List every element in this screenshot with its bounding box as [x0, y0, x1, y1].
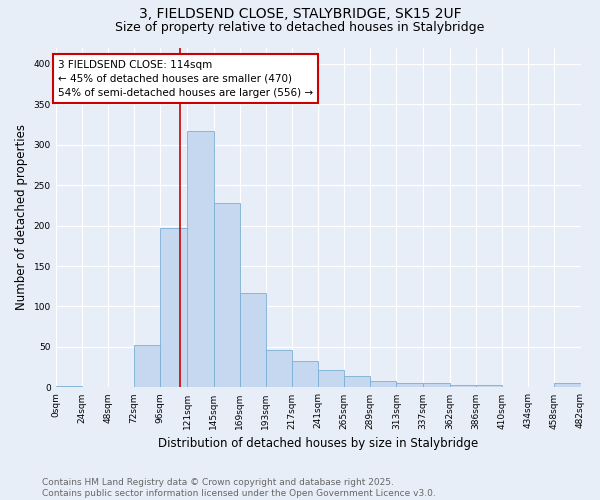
Text: Contains HM Land Registry data © Crown copyright and database right 2025.
Contai: Contains HM Land Registry data © Crown c… [42, 478, 436, 498]
Y-axis label: Number of detached properties: Number of detached properties [15, 124, 28, 310]
Bar [476, 385, 502, 388]
Bar [214, 203, 239, 388]
Bar [528, 386, 554, 388]
Bar [266, 350, 292, 388]
Bar [344, 376, 370, 388]
Text: 3 FIELDSEND CLOSE: 114sqm
← 45% of detached houses are smaller (470)
54% of semi: 3 FIELDSEND CLOSE: 114sqm ← 45% of detac… [58, 60, 313, 98]
Bar [134, 346, 160, 388]
Bar [56, 386, 82, 388]
Bar [318, 370, 344, 388]
Bar [160, 228, 187, 388]
Bar [292, 360, 318, 388]
Bar [397, 384, 422, 388]
X-axis label: Distribution of detached houses by size in Stalybridge: Distribution of detached houses by size … [158, 437, 478, 450]
Bar [187, 131, 214, 388]
Text: 3, FIELDSEND CLOSE, STALYBRIDGE, SK15 2UF: 3, FIELDSEND CLOSE, STALYBRIDGE, SK15 2U… [139, 8, 461, 22]
Bar [554, 384, 581, 388]
Bar [370, 381, 397, 388]
Bar [422, 384, 450, 388]
Bar [450, 385, 476, 388]
Text: Size of property relative to detached houses in Stalybridge: Size of property relative to detached ho… [115, 21, 485, 34]
Bar [239, 292, 266, 388]
